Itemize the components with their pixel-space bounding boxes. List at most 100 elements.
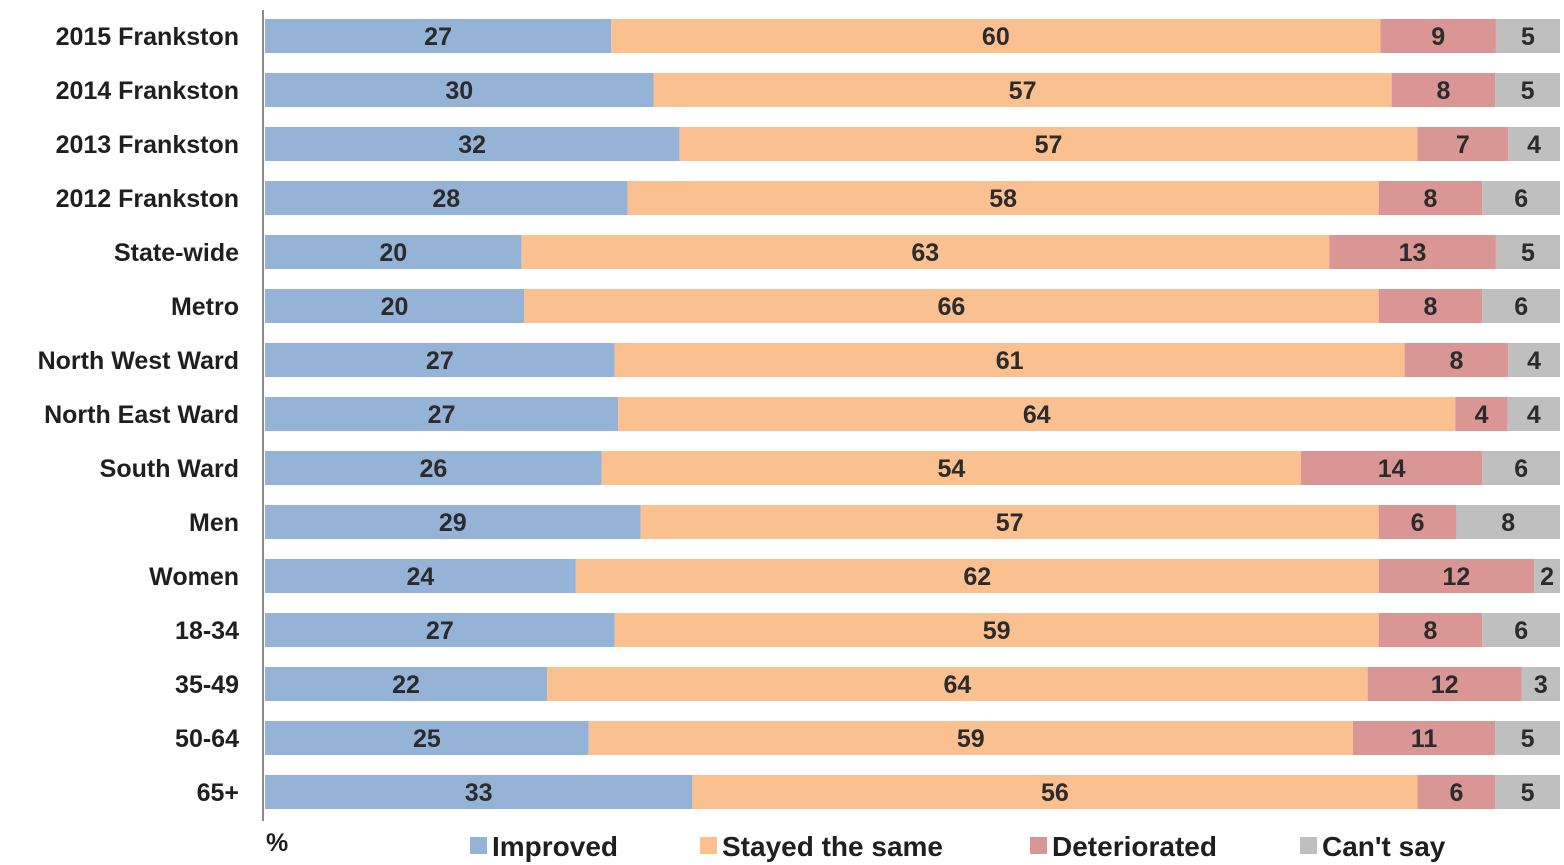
- bar-segment: [265, 73, 654, 107]
- unit-label: %: [266, 829, 288, 857]
- bar-segment: [1482, 181, 1560, 215]
- data-label: 8: [1424, 293, 1438, 321]
- data-label: 5: [1521, 779, 1535, 807]
- data-label: 5: [1521, 239, 1535, 267]
- bar-segment: [265, 127, 680, 161]
- data-label: 6: [1514, 617, 1528, 645]
- bar-segment: [265, 343, 615, 377]
- bar-segment: [265, 181, 628, 215]
- bar-segment: [547, 667, 1368, 701]
- data-label: 27: [424, 23, 452, 51]
- data-label: 24: [406, 563, 434, 591]
- bar-segment: [1456, 505, 1560, 539]
- data-label: 11: [1411, 725, 1438, 753]
- data-label: 33: [465, 779, 493, 807]
- bar-segment: [265, 235, 522, 269]
- legend-swatch: [1030, 837, 1047, 854]
- data-label: 6: [1449, 779, 1463, 807]
- bar-area: 27 60 9 530 57 8 532 57 7 428 58 8 620 63 13 520 66 8 627 6…: [265, 19, 1560, 809]
- data-label: 57: [996, 509, 1024, 537]
- bar-segment: [265, 775, 693, 809]
- data-label: 27: [428, 401, 456, 429]
- data-label: 12: [1431, 671, 1459, 699]
- category-label: Metro: [171, 293, 239, 321]
- bar-segment: [1352, 721, 1496, 755]
- data-label: 29: [439, 509, 467, 537]
- bar-segment: [1495, 721, 1560, 755]
- bar-segment: [611, 19, 1381, 53]
- data-label: 22: [392, 671, 420, 699]
- category-label: State-wide: [114, 239, 239, 267]
- data-label: 14: [1378, 455, 1406, 483]
- data-label: 25: [413, 725, 441, 753]
- bar-segment: [521, 235, 1330, 269]
- category-label: 65+: [197, 779, 239, 807]
- legend-label: Stayed the same: [722, 831, 943, 862]
- data-label: 13: [1399, 239, 1427, 267]
- data-label: 8: [1501, 509, 1515, 537]
- data-label: 4: [1527, 131, 1541, 159]
- category-label: 2013 Frankston: [56, 131, 239, 159]
- bar-segment: [1508, 127, 1560, 161]
- bar-segment: [265, 451, 602, 485]
- bar-segment: [1495, 235, 1560, 269]
- bar-segment: [1495, 775, 1560, 809]
- bar-segment: [1391, 73, 1496, 107]
- data-label: 63: [911, 239, 939, 267]
- legend-swatch: [1300, 837, 1317, 854]
- bar-segment: [265, 505, 641, 539]
- data-label: 66: [937, 293, 965, 321]
- data-label: 8: [1424, 185, 1438, 213]
- category-label: Men: [189, 509, 239, 537]
- data-label: 3: [1534, 671, 1548, 699]
- data-label: 32: [458, 131, 486, 159]
- bar-segment: [265, 289, 524, 323]
- data-label: 4: [1527, 347, 1541, 375]
- data-label: 64: [1023, 401, 1051, 429]
- data-label: 5: [1521, 725, 1535, 753]
- bar-segment: [1507, 397, 1560, 431]
- bar-segment: [1482, 451, 1560, 485]
- category-label: North East Ward: [44, 401, 239, 429]
- data-label: 30: [445, 77, 473, 105]
- data-label: 57: [1035, 131, 1063, 159]
- category-label: North West Ward: [38, 347, 239, 375]
- bar-segment: [1534, 559, 1560, 593]
- legend-label: Deteriorated: [1052, 831, 1217, 862]
- category-label: 35-49: [175, 671, 239, 699]
- bar-segment: [679, 127, 1418, 161]
- bar-segment: [1508, 343, 1560, 377]
- data-label: 28: [432, 185, 460, 213]
- data-label: 60: [982, 23, 1010, 51]
- bar-segment: [1455, 397, 1508, 431]
- bar-segment: [618, 397, 1456, 431]
- data-label: 6: [1514, 455, 1528, 483]
- bar-segment: [627, 181, 1379, 215]
- data-label: 20: [379, 239, 407, 267]
- data-label: 4: [1475, 401, 1489, 429]
- bar-segment: [1367, 667, 1522, 701]
- category-label: 2014 Frankston: [56, 77, 239, 105]
- bar-segment: [524, 289, 1379, 323]
- category-labels: 2015 Frankston 2014 Frankston 2013 Frankst…: [38, 23, 239, 807]
- category-label: South Ward: [100, 455, 239, 483]
- data-label: 5: [1521, 77, 1535, 105]
- data-label: 7: [1456, 131, 1470, 159]
- data-label: 4: [1527, 401, 1541, 429]
- bar-segment: [692, 775, 1418, 809]
- data-label: 61: [996, 347, 1024, 375]
- category-label: 2015 Frankston: [56, 23, 239, 51]
- data-label: 59: [957, 725, 985, 753]
- category-label: Women: [149, 563, 239, 591]
- data-label: 6: [1514, 293, 1528, 321]
- data-label: 20: [381, 293, 409, 321]
- bar-segment: [614, 613, 1379, 647]
- bar-segment: [1380, 19, 1496, 53]
- bar-segment: [1495, 73, 1560, 107]
- bar-segment: [265, 667, 548, 701]
- bar-segment: [588, 721, 1353, 755]
- data-label: 62: [963, 563, 991, 591]
- legend: Improved Stayed the same Deteriorated Can't…: [470, 831, 1446, 862]
- data-label: 2: [1540, 563, 1554, 591]
